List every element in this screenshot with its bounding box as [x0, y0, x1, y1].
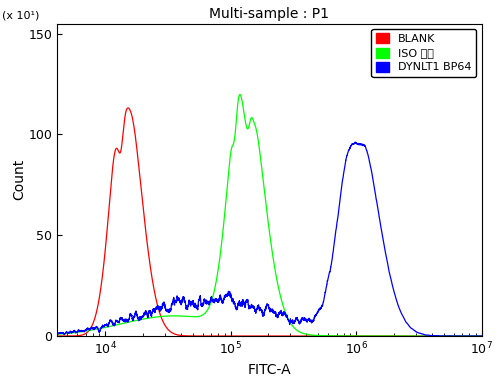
Legend: BLANK, ISO 多抗, DYNLT1 BP64: BLANK, ISO 多抗, DYNLT1 BP64 [372, 29, 476, 77]
X-axis label: FITC-A: FITC-A [248, 363, 292, 377]
Y-axis label: Count: Count [12, 159, 26, 200]
Title: Multi-sample : P1: Multi-sample : P1 [210, 7, 330, 21]
Text: (x 10¹): (x 10¹) [2, 10, 40, 20]
